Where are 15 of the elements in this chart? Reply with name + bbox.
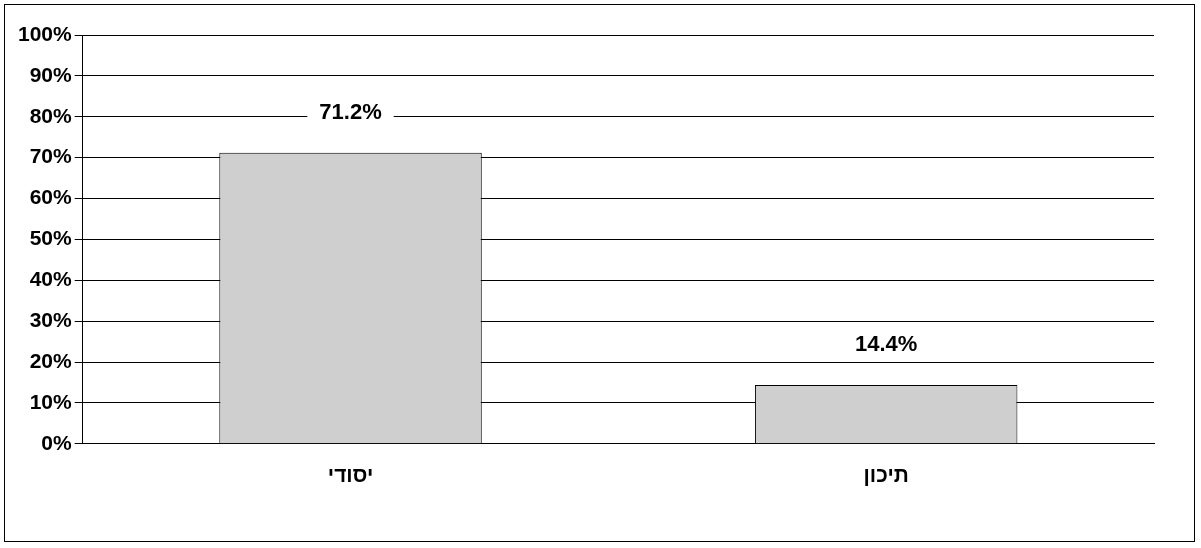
y-tick-label: 40% xyxy=(29,267,73,291)
y-tick-label: 50% xyxy=(29,226,73,250)
x-tick-label: תיכון xyxy=(863,463,909,487)
data-label: 14.4% xyxy=(854,331,918,356)
y-tick-label: 60% xyxy=(29,185,73,209)
y-tick-label: 70% xyxy=(29,144,73,168)
y-tick-label: 90% xyxy=(29,62,73,86)
y-tick-label: 30% xyxy=(29,307,73,331)
data-label: 71.2% xyxy=(319,98,382,124)
y-tick-label: 80% xyxy=(29,103,73,127)
y-tick-label: 0% xyxy=(41,430,73,454)
y-tick-label: 20% xyxy=(29,348,73,372)
x-tick-label: יסודי xyxy=(327,463,374,487)
y-tick-label: 100% xyxy=(17,21,73,45)
y-tick-label: 10% xyxy=(29,389,73,413)
